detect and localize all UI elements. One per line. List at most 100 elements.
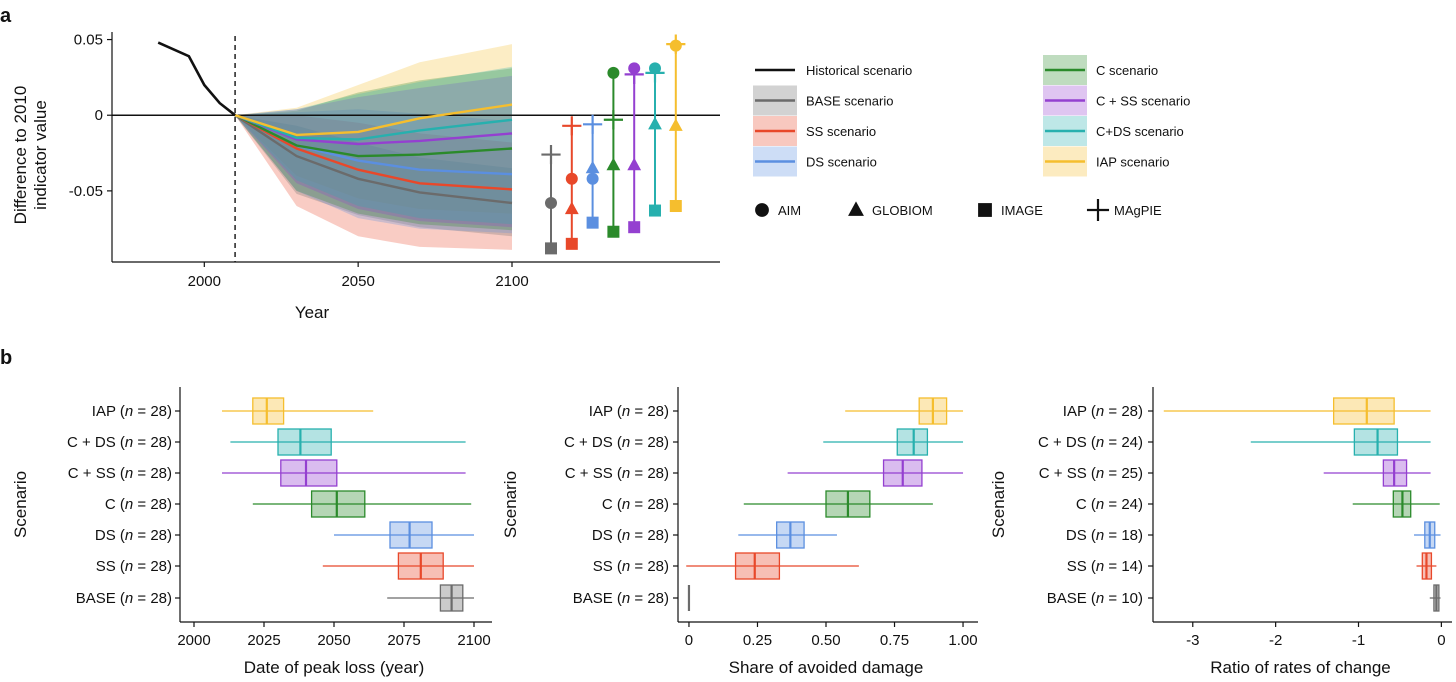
series-line-ss [234,114,513,191]
box-c [310,490,366,518]
category-name: SS [593,558,617,575]
category-n-italic: n [1096,558,1104,575]
category-label: C (n = 28) [602,496,669,513]
x-tick-label: 2050 [341,273,374,290]
category-label: C (n = 24) [1076,496,1143,513]
category-label: SS (n = 28) [96,558,172,575]
x-tick-label: 0 [685,632,693,649]
legend-triangle-icon [848,201,864,216]
category-n-symbol: ( [617,403,622,420]
box-cds [896,428,929,456]
model-marker-aim-cds [649,62,661,75]
category-label: IAP (n = 28) [92,403,172,420]
y-axis-label: indicator value [31,100,50,210]
category-n-italic: n [125,465,133,482]
category-n-value: = 28) [630,590,669,607]
category-name: DS [1066,527,1091,544]
category-n-value: = 28) [133,590,172,607]
category-n-value: = 25) [1104,465,1143,482]
category-n-symbol: ( [120,496,125,513]
x-tick-label: 0.25 [743,632,772,649]
box-iap [252,397,285,425]
category-n-italic: n [125,403,133,420]
category-name: C [1076,496,1091,513]
legend-label: C scenario [1096,63,1158,78]
category-n-italic: n [1096,465,1104,482]
category-n-symbol: ( [1091,403,1096,420]
category-n-italic: n [1096,527,1104,544]
category-n-value: = 24) [1104,434,1143,451]
category-label: BASE (n = 28) [76,590,172,607]
category-name: C + DS [564,434,617,451]
category-n-value: = 10) [1104,590,1143,607]
model-marker-globiom-css [627,157,642,171]
category-label: BASE (n = 28) [573,590,669,607]
category-label: C + DS (n = 28) [67,434,172,451]
category-n-symbol: ( [1091,434,1096,451]
category-n-value: = 28) [133,403,172,420]
model-marker-aim-c [607,66,620,79]
x-tick-label: 0 [1437,632,1445,649]
category-n-value: = 28) [630,403,669,420]
category-n-value: = 18) [1104,527,1143,544]
model-marker-globiom-c [606,157,621,171]
x-tick-label: 2050 [317,632,350,649]
legend-label: C + SS scenario [1096,94,1190,109]
category-label: C + SS (n = 28) [565,465,669,482]
category-name: DS [592,527,617,544]
category-label: C + DS (n = 24) [1038,434,1143,451]
model-marker-image-c [607,225,620,238]
x-tick-label: -1 [1352,632,1365,649]
category-label: DS (n = 18) [1066,527,1143,544]
category-n-italic: n [622,434,630,451]
category-n-value: = 28) [133,558,172,575]
category-n-italic: n [622,527,630,544]
category-name: IAP [92,403,120,420]
x-tick-label: 2000 [177,632,210,649]
y-axis-label: Difference to 2010 [11,86,30,225]
x-tick-label: 2025 [247,632,280,649]
legend-model-label: AIM [778,203,801,218]
category-n-italic: n [125,496,133,513]
category-name: BASE [573,590,617,607]
series-line-iap [234,103,513,137]
legend-label: SS scenario [806,124,876,139]
category-label: IAP (n = 28) [589,403,669,420]
series-line-cds [234,114,513,141]
category-n-italic: n [622,558,630,575]
model-marker-magpie-c [603,110,623,130]
legend-circle-icon [755,203,769,217]
category-n-value: = 28) [630,496,669,513]
category-name: IAP [589,403,617,420]
category-name: C + SS [1039,465,1091,482]
category-name: SS [1067,558,1091,575]
category-n-symbol: ( [1091,496,1096,513]
model-marker-globiom-ds [585,160,600,174]
legend-square-icon [978,203,992,217]
model-marker-globiom-iap [668,118,683,131]
box-cds [1353,428,1399,456]
legend-model-label: MAgPIE [1114,203,1162,218]
category-label: DS (n = 28) [592,527,669,544]
category-n-symbol: ( [120,590,125,607]
category-n-italic: n [622,403,630,420]
model-marker-aim-iap [669,39,682,52]
category-n-value: = 28) [133,527,172,544]
legend-label: DS scenario [806,155,877,170]
series-line-c [234,114,513,158]
category-n-symbol: ( [120,403,125,420]
category-n-symbol: ( [1091,465,1096,482]
legend-model-label: IMAGE [1001,203,1043,218]
category-n-italic: n [1096,496,1104,513]
y-axis-label: Scenario [989,471,1008,538]
model-marker-aim-css [628,62,641,75]
box-ds [389,521,433,549]
model-marker-image-ds [586,216,599,229]
category-n-value: = 24) [1104,496,1143,513]
model-marker-aim-ds [586,172,599,185]
category-label: DS (n = 28) [95,527,172,544]
category-n-value: = 28) [630,434,669,451]
legend-plus-icon [1086,198,1110,222]
model-marker-image-css [628,221,641,234]
model-marker-image-iap [669,200,682,213]
